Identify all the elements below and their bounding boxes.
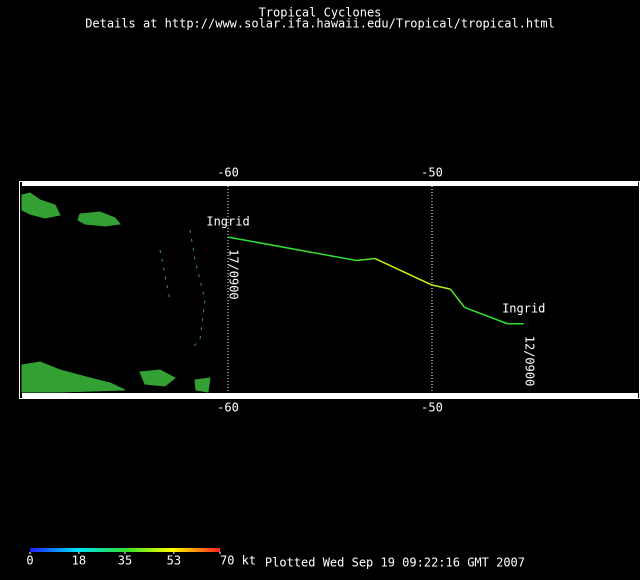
track-segment bbox=[356, 257, 375, 262]
x-tick-label: -50 bbox=[421, 166, 443, 180]
time-label: 12/0900 bbox=[522, 336, 536, 387]
subtitle: Details at http://www.solar.ifa.hawaii.e… bbox=[85, 17, 555, 31]
storm-name: Ingrid bbox=[206, 215, 249, 229]
title: Tropical Cyclones bbox=[259, 6, 382, 20]
colorbar-label: 35 bbox=[118, 554, 132, 568]
colorbar bbox=[30, 548, 220, 552]
track-segment bbox=[227, 236, 357, 262]
map-frame bbox=[19, 181, 640, 399]
colorbar-label: 70 kt bbox=[220, 554, 256, 568]
track-segment bbox=[449, 288, 466, 308]
x-tick-label: -60 bbox=[217, 401, 239, 415]
x-tick-label: -60 bbox=[217, 166, 239, 180]
footer: Plotted Wed Sep 19 09:22:16 GMT 2007 bbox=[265, 556, 525, 570]
track-segment bbox=[431, 284, 451, 290]
colorbar-label: 18 bbox=[72, 554, 86, 568]
time-label: 17/0900 bbox=[227, 249, 241, 300]
track-segment bbox=[374, 257, 433, 286]
land bbox=[21, 192, 211, 393]
colorbar-label: 0 bbox=[26, 554, 33, 568]
track-segment bbox=[464, 306, 508, 325]
storm-name: Ingrid bbox=[502, 301, 545, 315]
x-tick-label: -50 bbox=[421, 401, 443, 415]
colorbar-label: 53 bbox=[167, 554, 181, 568]
